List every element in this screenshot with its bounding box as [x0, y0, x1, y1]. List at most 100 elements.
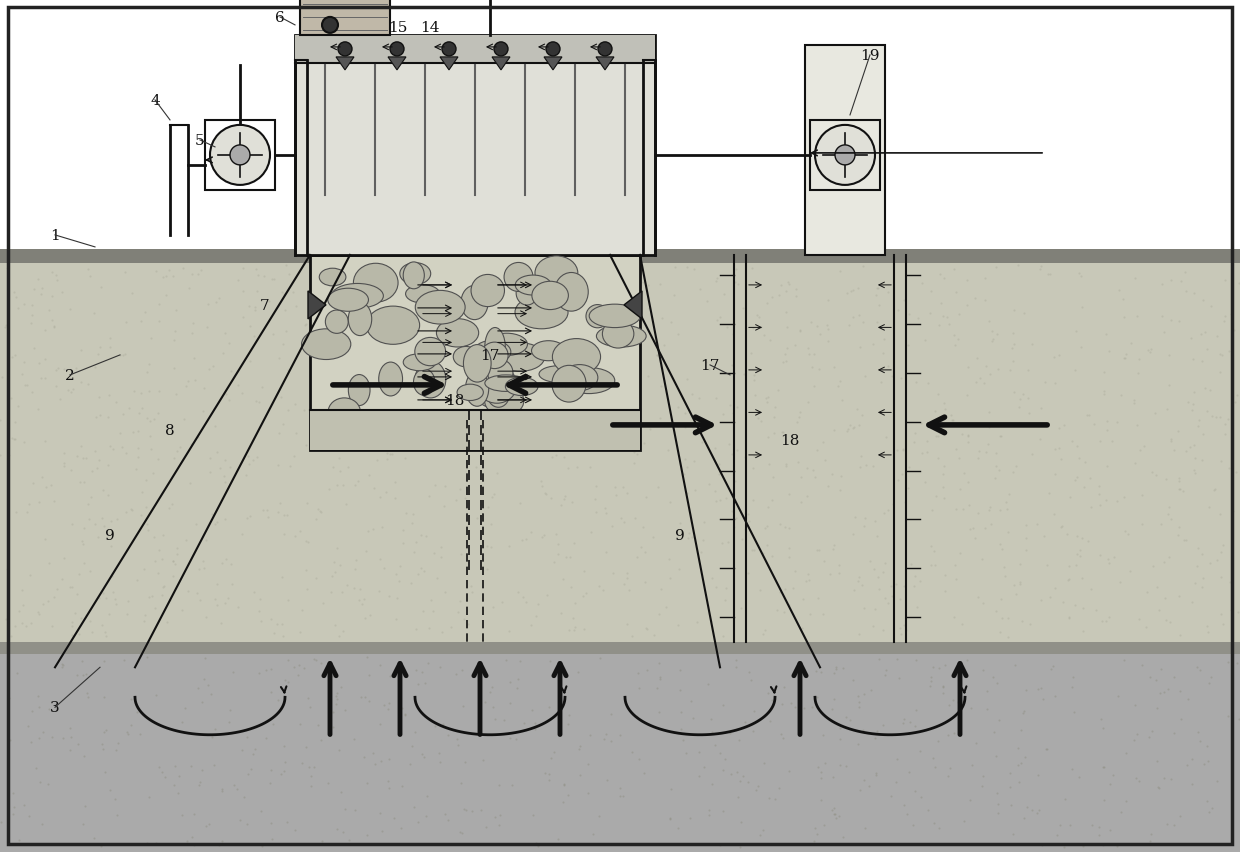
Ellipse shape — [481, 343, 508, 369]
Text: 9: 9 — [675, 528, 684, 542]
Polygon shape — [440, 58, 458, 71]
Ellipse shape — [415, 291, 465, 325]
Ellipse shape — [471, 275, 505, 308]
Bar — [0, 256, 1240, 648]
Ellipse shape — [403, 354, 435, 371]
Polygon shape — [492, 58, 510, 71]
Text: 15: 15 — [388, 21, 408, 35]
Bar — [310, 411, 640, 451]
Bar — [295, 36, 655, 256]
Ellipse shape — [436, 320, 479, 348]
Ellipse shape — [589, 305, 640, 328]
Ellipse shape — [539, 366, 580, 383]
Ellipse shape — [485, 376, 527, 392]
Text: 6: 6 — [275, 11, 285, 25]
Ellipse shape — [563, 368, 615, 394]
Ellipse shape — [515, 296, 568, 330]
Ellipse shape — [367, 307, 419, 345]
Ellipse shape — [454, 347, 479, 367]
Ellipse shape — [348, 375, 370, 406]
Text: 19: 19 — [861, 49, 879, 63]
Circle shape — [494, 43, 508, 57]
Circle shape — [210, 126, 270, 186]
Ellipse shape — [403, 262, 424, 290]
Ellipse shape — [532, 342, 565, 361]
Ellipse shape — [496, 343, 544, 371]
Text: 8: 8 — [600, 423, 610, 437]
Polygon shape — [388, 58, 405, 71]
Ellipse shape — [485, 386, 523, 417]
Circle shape — [598, 43, 613, 57]
Ellipse shape — [532, 282, 568, 310]
Ellipse shape — [516, 276, 551, 296]
Ellipse shape — [325, 311, 348, 334]
Text: 13: 13 — [361, 21, 379, 35]
Ellipse shape — [415, 338, 445, 366]
Circle shape — [441, 43, 456, 57]
Ellipse shape — [554, 273, 588, 312]
Text: 3: 3 — [50, 700, 60, 715]
Text: 17: 17 — [480, 348, 500, 362]
Ellipse shape — [516, 282, 538, 306]
Ellipse shape — [486, 334, 527, 356]
Text: 8: 8 — [165, 423, 175, 437]
Text: 7: 7 — [260, 298, 270, 313]
Bar — [0, 648, 1240, 852]
Text: 18: 18 — [780, 434, 800, 447]
Ellipse shape — [405, 285, 440, 303]
Ellipse shape — [353, 264, 398, 302]
Text: 2: 2 — [66, 368, 74, 383]
Bar — [300, 0, 391, 36]
Ellipse shape — [506, 377, 538, 396]
Ellipse shape — [476, 371, 503, 407]
Ellipse shape — [487, 381, 510, 408]
Circle shape — [229, 146, 250, 165]
Ellipse shape — [301, 330, 351, 360]
Ellipse shape — [378, 363, 403, 396]
Ellipse shape — [485, 328, 505, 367]
Text: 18: 18 — [445, 394, 465, 407]
Ellipse shape — [413, 370, 435, 396]
Ellipse shape — [503, 263, 533, 292]
Ellipse shape — [477, 366, 517, 404]
Polygon shape — [544, 58, 562, 71]
Circle shape — [322, 18, 339, 34]
Ellipse shape — [596, 325, 646, 348]
Text: 14: 14 — [420, 21, 440, 35]
Ellipse shape — [562, 366, 598, 391]
Bar — [0, 250, 1240, 263]
Bar — [810, 121, 880, 191]
Ellipse shape — [552, 366, 587, 403]
Ellipse shape — [329, 399, 361, 426]
Text: 4: 4 — [150, 94, 160, 107]
Ellipse shape — [587, 305, 609, 328]
Circle shape — [546, 43, 560, 57]
Ellipse shape — [464, 345, 491, 383]
Ellipse shape — [552, 339, 600, 376]
Text: 17: 17 — [701, 359, 719, 372]
Ellipse shape — [458, 385, 484, 401]
Ellipse shape — [534, 256, 578, 291]
Circle shape — [391, 43, 404, 57]
Ellipse shape — [348, 303, 372, 337]
Bar — [295, 36, 655, 64]
Ellipse shape — [474, 341, 511, 364]
Ellipse shape — [415, 361, 446, 399]
Bar — [805, 46, 885, 256]
Polygon shape — [624, 291, 642, 320]
Circle shape — [835, 146, 856, 165]
Ellipse shape — [603, 320, 634, 348]
Polygon shape — [308, 291, 326, 320]
Text: 1: 1 — [50, 228, 60, 243]
Polygon shape — [336, 58, 353, 71]
Bar — [310, 256, 640, 451]
Text: 9: 9 — [105, 528, 115, 542]
Ellipse shape — [399, 263, 430, 285]
Ellipse shape — [331, 284, 383, 309]
Text: 5: 5 — [195, 134, 205, 147]
Polygon shape — [596, 58, 614, 71]
Circle shape — [815, 126, 875, 186]
Ellipse shape — [319, 269, 346, 286]
Circle shape — [339, 43, 352, 57]
Bar — [0, 642, 1240, 654]
